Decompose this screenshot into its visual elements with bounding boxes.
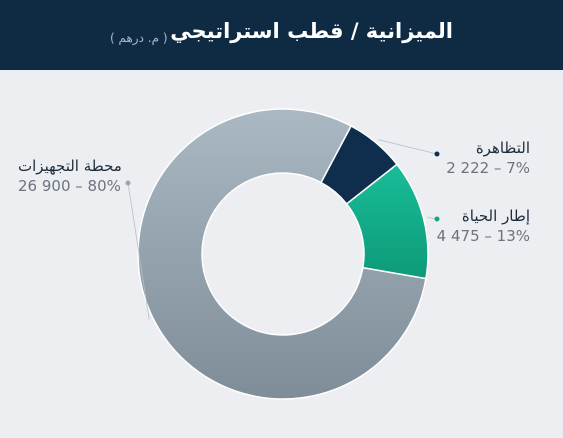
callout-line-2	[127, 182, 150, 320]
slice-label-living-env: إطار الحياة 4 475 – 13%	[437, 207, 530, 245]
slice-label-equipment-name: محطة التجهيزات	[18, 157, 122, 175]
callout-dot-0	[434, 151, 440, 157]
callout-dot-2	[125, 180, 131, 186]
header-bar: الميزانية / قطب استراتيجي ( م. درهم )	[0, 0, 563, 70]
callout-line-0	[378, 139, 438, 155]
chart-title: الميزانية / قطب استراتيجي	[170, 19, 453, 43]
slice-label-equipment: محطة التجهيزات 26 900 – 80%	[18, 157, 122, 195]
slice-label-events: التظاهرة 2 222 – 7%	[446, 139, 530, 177]
slice-label-events-value: 2 222 – 7%	[446, 159, 530, 177]
chart-subtitle: ( م. درهم )	[110, 31, 168, 45]
slice-label-equipment-value: 26 900 – 80%	[18, 177, 121, 195]
callout-dot-1	[434, 216, 440, 222]
slice-label-events-name: التظاهرة	[475, 139, 530, 157]
donut-slice-2	[137, 108, 427, 400]
slice-label-living-env-value: 4 475 – 13%	[436, 227, 530, 245]
slice-label-living-env-name: إطار الحياة	[461, 207, 530, 225]
